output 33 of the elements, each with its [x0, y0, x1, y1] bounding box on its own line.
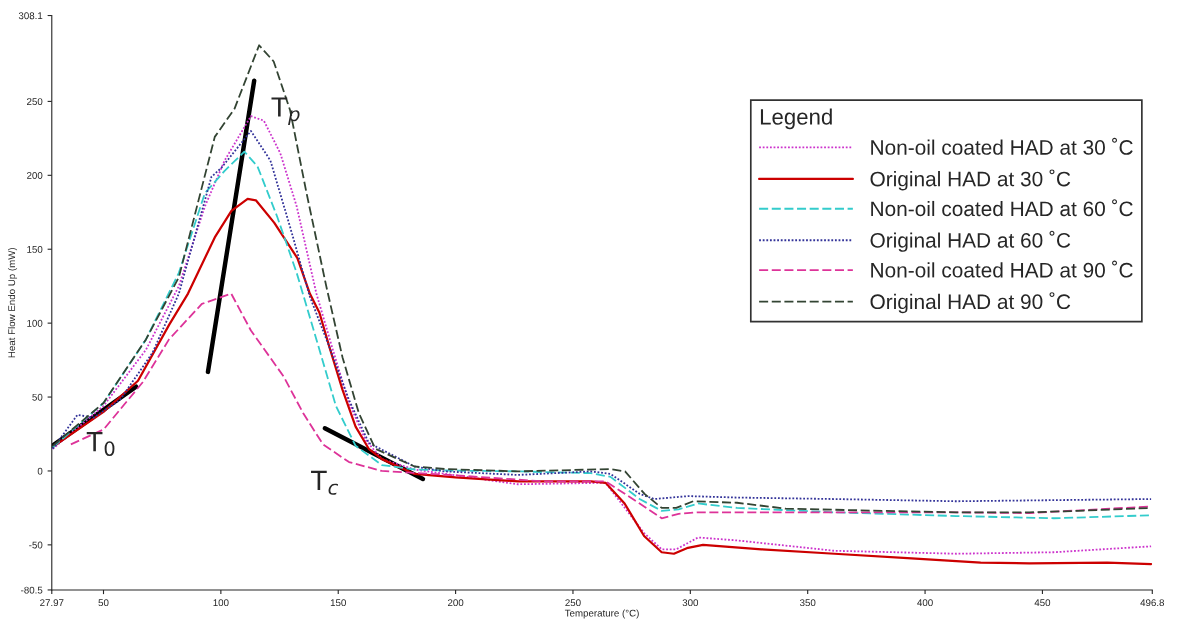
legend-label: Original HAD at 90 ˚C — [870, 292, 1071, 314]
y-axis-title: Heat Flow Endo Up (mW) — [7, 247, 18, 358]
x-tick-label: 350 — [799, 599, 816, 607]
legend-title: Legend — [760, 108, 832, 130]
y-tick-label: -50 — [29, 541, 43, 549]
x-tick-label: 150 — [330, 599, 346, 607]
annotation: T$_{0}$ — [86, 432, 115, 457]
legend-label: Non-oil coated HAD at 30 ˚C — [871, 137, 1133, 155]
y-tick-label: 200 — [27, 172, 43, 179]
y-tick-label: -80.5 — [21, 586, 43, 594]
x-tick-label: 400 — [917, 599, 933, 607]
y-tick-label: 0 — [37, 467, 43, 475]
y-tick-label: 308.1 — [18, 12, 43, 20]
annotation: T$_{c}$ — [311, 470, 339, 495]
x-tick-label: 100 — [213, 599, 229, 607]
y-tick-label: 100 — [27, 319, 43, 327]
x-tick-label: 200 — [447, 599, 464, 607]
x-tick-label: 50 — [98, 599, 109, 607]
legend-label: Original HAD at 60 ˚C — [870, 230, 1071, 252]
x-tick-label: 27.97 — [40, 599, 64, 607]
x-axis-title: Temperature (°C) — [564, 609, 639, 619]
legend-label: Non-oil coated HAD at 90 ˚C — [871, 260, 1133, 278]
x-tick-label: 250 — [565, 599, 581, 607]
legend-label: Original HAD at 30 ˚C — [870, 169, 1071, 191]
y-tick-label: 50 — [32, 393, 43, 401]
x-tick-label: 496.8 — [1140, 599, 1165, 607]
y-tick-label: 250 — [27, 98, 43, 106]
y-tick-label: 150 — [27, 245, 43, 253]
annotation: T$_{p}$ — [271, 97, 300, 126]
line-series — [53, 197, 1153, 566]
x-tick-label: 450 — [1034, 599, 1051, 607]
x-tick-label: 300 — [682, 599, 699, 607]
legend-label: Non-oil coated HAD at 60 ˚C — [871, 199, 1133, 217]
